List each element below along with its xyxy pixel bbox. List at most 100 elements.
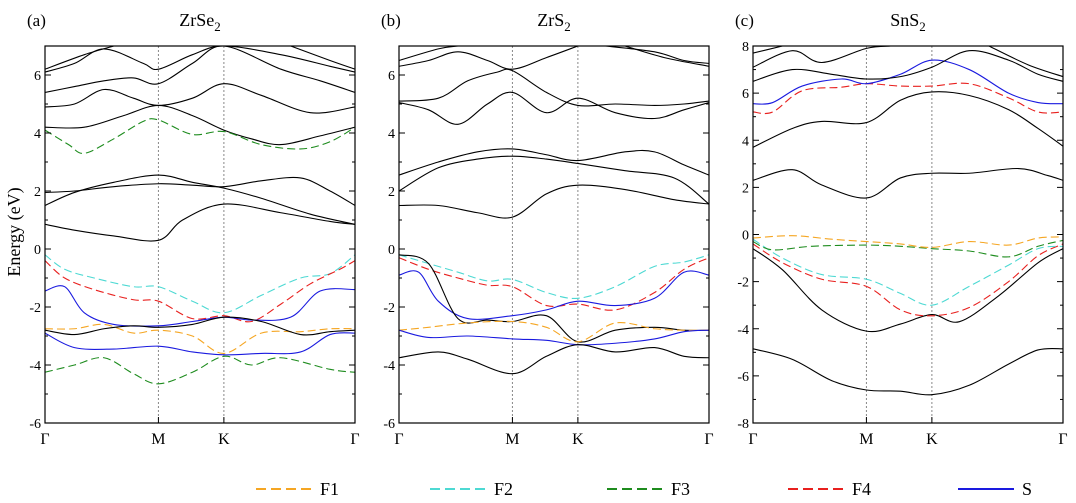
band-s — [45, 332, 355, 356]
bands — [45, 46, 355, 385]
y-tick-label: -6 — [383, 417, 395, 432]
band-f4 — [45, 260, 355, 323]
band-f4 — [753, 82, 1063, 115]
band-s — [45, 285, 355, 327]
y-tick-label: 4 — [34, 127, 41, 142]
kpoint-label: K — [926, 431, 938, 448]
y-tick-label: 2 — [388, 185, 395, 200]
kpoint-label: Γ — [40, 431, 49, 448]
band-f2 — [45, 254, 355, 314]
y-tick-label: -4 — [29, 359, 41, 374]
band-unprojected — [45, 46, 114, 70]
panel-label: (b) — [381, 11, 401, 30]
y-tick-label: -2 — [29, 301, 41, 316]
band-unprojected — [45, 174, 355, 225]
y-tick-label: 0 — [388, 243, 395, 258]
band-unprojected — [399, 91, 709, 125]
band-s — [753, 59, 1063, 105]
panel-3: -8 -6 -4 -2 0 2 4 6 8 Γ M K Γ (c) SnS2 — [735, 10, 1068, 448]
band-unprojected — [399, 68, 709, 107]
y-tick-label: 2 — [34, 185, 41, 200]
kpoint-label: M — [859, 431, 873, 448]
y-tick-label: -8 — [737, 417, 749, 432]
kpoint-label: K — [218, 431, 230, 448]
kpoint-label: M — [151, 431, 165, 448]
panel-label: (a) — [27, 11, 46, 30]
axes-frame — [398, 45, 710, 424]
axes-frame — [752, 45, 1064, 424]
bands — [753, 46, 1063, 396]
band-f1 — [753, 235, 1063, 249]
legend-item-f1: F1 — [256, 479, 339, 499]
band-unprojected — [753, 46, 891, 68]
band-unprojected — [753, 248, 1063, 333]
legend-label: F3 — [671, 479, 690, 499]
bands — [399, 46, 709, 375]
band-unprojected — [45, 83, 355, 114]
y-tick-label: 4 — [742, 134, 749, 149]
band-f2 — [753, 238, 1063, 306]
legend-label: F2 — [494, 479, 513, 499]
band-unprojected — [399, 148, 709, 176]
legend-label: F1 — [320, 479, 339, 499]
kpoint-label: K — [572, 431, 584, 448]
band-unprojected — [45, 46, 355, 93]
y-tick-label: -2 — [383, 301, 395, 316]
kpoint-label: Γ — [1058, 431, 1067, 448]
y-tick-label: -6 — [29, 417, 41, 432]
kpoint-label: Γ — [394, 431, 403, 448]
band-unprojected — [45, 176, 355, 206]
y-tick-label: 2 — [742, 181, 749, 196]
panel-title: ZrSe2 — [179, 10, 221, 34]
band-unprojected — [988, 46, 1063, 78]
legend-label: S — [1022, 479, 1032, 499]
band-unprojected — [45, 104, 355, 146]
panel-title: SnS2 — [890, 10, 926, 34]
kpoint-label: Γ — [704, 431, 713, 448]
band-f1 — [399, 320, 709, 343]
y-tick-label: 4 — [388, 127, 395, 142]
y-axis-label: Energy (eV) — [4, 187, 25, 276]
band-unprojected — [605, 46, 709, 64]
band-unprojected — [45, 203, 355, 242]
panel-2: -6 -4 -2 0 2 4 6 Γ M K Γ (b) ZrS2 — [381, 10, 714, 448]
band-unprojected — [753, 46, 783, 54]
band-unprojected — [753, 50, 1063, 82]
panel-label: (c) — [735, 11, 754, 30]
band-f3 — [45, 355, 355, 385]
band-unprojected — [45, 46, 355, 73]
legend-item-s: S — [958, 479, 1032, 499]
band-unprojected — [45, 316, 355, 336]
panel-title: ZrS2 — [537, 10, 571, 34]
band-f1 — [45, 323, 355, 354]
legend-item-f2: F2 — [430, 479, 513, 499]
y-tick-label: 0 — [34, 243, 41, 258]
y-tick-label: 0 — [742, 229, 749, 244]
kpoint-label: Γ — [748, 431, 757, 448]
band-s — [399, 329, 709, 346]
y-tick-label: -4 — [383, 359, 395, 374]
panel-1: -6 -4 -2 0 2 4 6 Γ M K Γ (a) ZrSe2 — [27, 10, 360, 448]
band-unprojected — [753, 167, 1063, 199]
y-tick-label: -6 — [737, 370, 749, 385]
y-tick-label: 6 — [742, 87, 749, 102]
legend-item-f3: F3 — [607, 479, 690, 499]
y-tick-label: -2 — [737, 276, 749, 291]
band-unprojected — [399, 184, 709, 219]
band-unprojected — [399, 254, 709, 343]
band-unprojected — [399, 344, 709, 375]
band-unprojected — [399, 46, 579, 70]
band-f2 — [399, 254, 709, 300]
panels: -6 -4 -2 0 2 4 6 Γ M K Γ (a) ZrSe2 -6 -4 -2 0 2 4 6 Γ M K Γ (b) Z… — [27, 10, 1068, 448]
y-tick-label: 8 — [742, 40, 749, 55]
band-unprojected — [753, 347, 1063, 396]
kpoint-label: M — [505, 431, 519, 448]
legend-label: F4 — [852, 479, 871, 499]
band-f4 — [753, 243, 1063, 317]
axes-frame — [44, 45, 356, 424]
band-unprojected — [290, 46, 355, 70]
legend: F1 F2 F3 F4 S — [256, 479, 1032, 499]
band-s — [399, 270, 709, 320]
band-unprojected — [753, 91, 1063, 148]
